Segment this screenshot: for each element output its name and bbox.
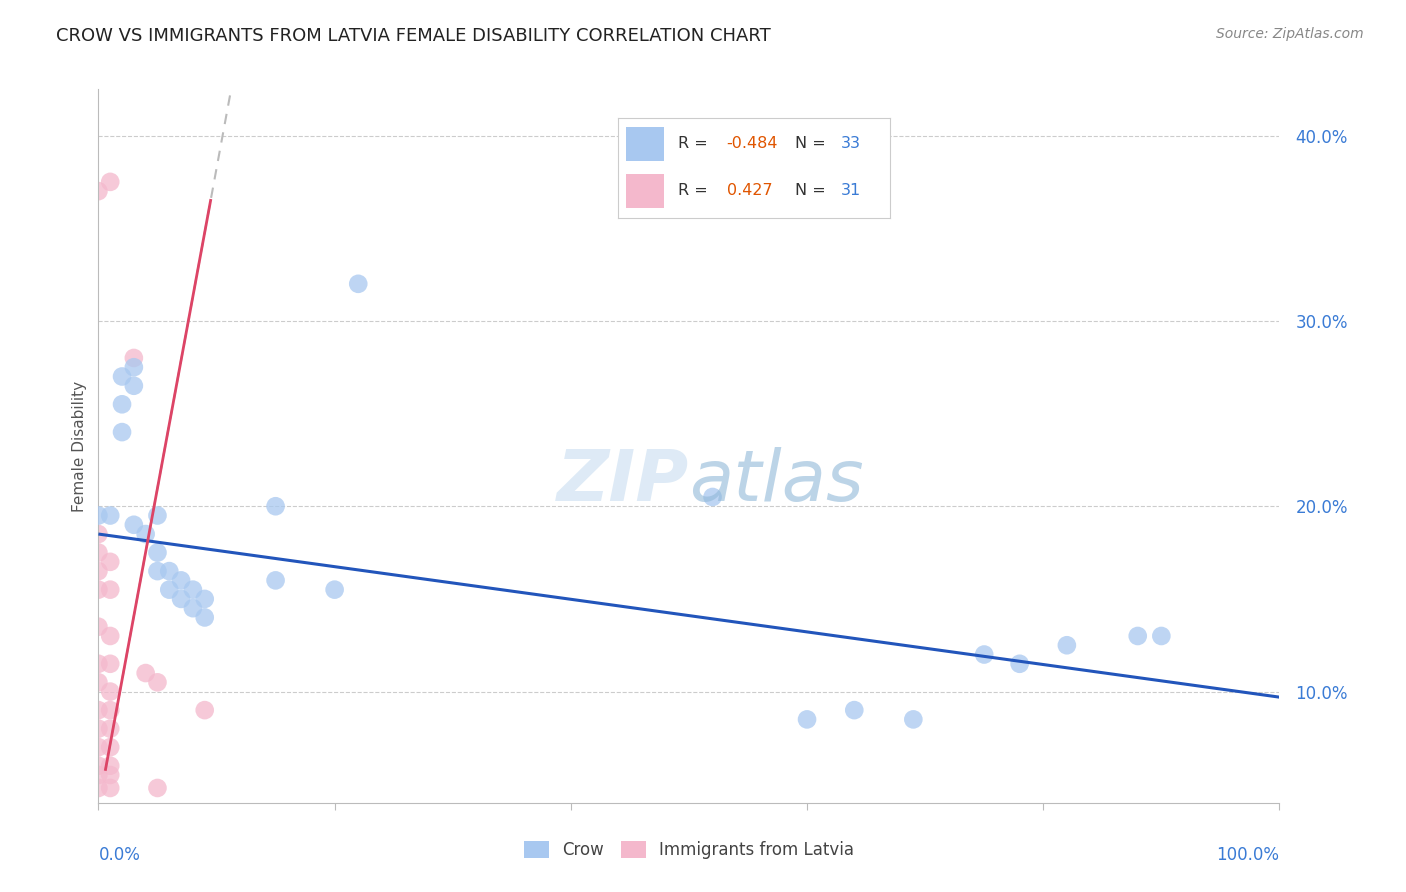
Text: R =: R = bbox=[678, 183, 713, 198]
Point bbox=[146, 545, 169, 559]
Point bbox=[146, 508, 169, 523]
Point bbox=[170, 574, 193, 588]
Point bbox=[98, 508, 121, 523]
Point bbox=[170, 591, 193, 606]
Point bbox=[903, 712, 925, 726]
Point bbox=[157, 582, 180, 597]
Point bbox=[146, 564, 169, 578]
Text: Source: ZipAtlas.com: Source: ZipAtlas.com bbox=[1216, 27, 1364, 41]
Text: CROW VS IMMIGRANTS FROM LATVIA FEMALE DISABILITY CORRELATION CHART: CROW VS IMMIGRANTS FROM LATVIA FEMALE DI… bbox=[56, 27, 770, 45]
Point bbox=[87, 564, 110, 578]
Point bbox=[98, 582, 121, 597]
Text: -0.484: -0.484 bbox=[727, 136, 779, 151]
Point bbox=[98, 703, 121, 717]
Point bbox=[87, 722, 110, 736]
Point bbox=[87, 508, 110, 523]
Point bbox=[98, 740, 121, 755]
Point bbox=[146, 675, 169, 690]
Point bbox=[323, 582, 346, 597]
Text: 33: 33 bbox=[841, 136, 860, 151]
Point bbox=[194, 591, 217, 606]
Point bbox=[98, 629, 121, 643]
Point bbox=[181, 601, 204, 615]
Text: 100.0%: 100.0% bbox=[1216, 846, 1279, 863]
Text: atlas: atlas bbox=[689, 447, 863, 516]
Point bbox=[844, 703, 866, 717]
Point bbox=[87, 740, 110, 755]
Legend: Crow, Immigrants from Latvia: Crow, Immigrants from Latvia bbox=[517, 834, 860, 866]
Point bbox=[98, 657, 121, 671]
Text: 31: 31 bbox=[841, 183, 860, 198]
Point bbox=[122, 517, 145, 532]
Point bbox=[1150, 629, 1173, 643]
Point bbox=[98, 175, 121, 189]
Point bbox=[87, 675, 110, 690]
Point bbox=[87, 780, 110, 795]
Point bbox=[157, 564, 180, 578]
Text: N =: N = bbox=[794, 136, 831, 151]
Point bbox=[87, 582, 110, 597]
Point bbox=[973, 648, 995, 662]
Point bbox=[87, 527, 110, 541]
Point bbox=[98, 780, 121, 795]
Point bbox=[264, 500, 287, 514]
Point bbox=[135, 666, 157, 681]
Point bbox=[87, 703, 110, 717]
Point bbox=[98, 768, 121, 782]
Point bbox=[87, 620, 110, 634]
Point bbox=[87, 758, 110, 772]
Y-axis label: Female Disability: Female Disability bbox=[72, 380, 87, 512]
Point bbox=[796, 712, 818, 726]
Point bbox=[122, 360, 145, 375]
Point bbox=[87, 768, 110, 782]
Point bbox=[181, 582, 204, 597]
Point bbox=[702, 490, 724, 504]
Text: R =: R = bbox=[678, 136, 713, 151]
Point bbox=[111, 397, 134, 411]
Text: ZIP: ZIP bbox=[557, 447, 689, 516]
Point bbox=[194, 610, 217, 624]
Point bbox=[1008, 657, 1031, 671]
Point bbox=[98, 555, 121, 569]
Point bbox=[347, 277, 370, 291]
Point bbox=[87, 545, 110, 559]
Point bbox=[135, 527, 157, 541]
Point bbox=[111, 425, 134, 439]
Point bbox=[122, 351, 145, 365]
Point bbox=[1056, 638, 1078, 652]
Text: 0.0%: 0.0% bbox=[98, 846, 141, 863]
Text: 0.427: 0.427 bbox=[727, 183, 772, 198]
Text: N =: N = bbox=[794, 183, 831, 198]
Point bbox=[98, 722, 121, 736]
Point bbox=[87, 657, 110, 671]
Point bbox=[98, 758, 121, 772]
Point bbox=[111, 369, 134, 384]
FancyBboxPatch shape bbox=[626, 127, 664, 161]
Point bbox=[264, 574, 287, 588]
FancyBboxPatch shape bbox=[626, 174, 664, 208]
Point bbox=[194, 703, 217, 717]
Point bbox=[98, 684, 121, 698]
Point bbox=[122, 378, 145, 392]
Point bbox=[146, 780, 169, 795]
Point bbox=[1126, 629, 1149, 643]
Point bbox=[87, 184, 110, 198]
